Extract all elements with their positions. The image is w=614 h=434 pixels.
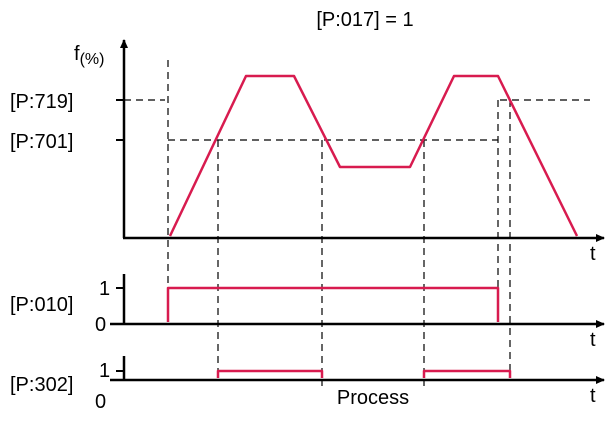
p302-signal-pulse-2 (422, 369, 512, 378)
p302-signal-pulse-1 (216, 369, 324, 378)
p010-signal (166, 286, 500, 322)
level-lines (124, 99, 590, 141)
p302-label: [P:302] (10, 374, 73, 396)
digital-plot-p010: [P:010] 1 0 t (10, 274, 605, 351)
p010-high-label: 1 (99, 278, 110, 300)
top-plot: f(%) [P:719] [P:701] t (10, 39, 605, 265)
p010-label: [P:010] (10, 294, 73, 316)
digital-plot-p302: [P:302] 1 0 t Process (10, 356, 605, 413)
p302-low-label: 0 (95, 391, 106, 413)
p302-x-label: t (590, 385, 596, 407)
frequency-curve (168, 74, 579, 237)
y-axis-unit: (%) (80, 51, 105, 68)
level-label-719: [P:719] (10, 91, 73, 113)
diagram-title: [P:017] = 1 (316, 9, 413, 31)
p302-high-label: 1 (99, 360, 110, 382)
p010-x-label: t (590, 329, 596, 351)
y-axis-label-f: f (74, 43, 80, 65)
level-label-701: [P:701] (10, 131, 73, 153)
p010-low-label: 0 (95, 314, 106, 336)
top-plot-x-label: t (590, 243, 596, 265)
y-axis-label: f(%) (74, 43, 104, 68)
process-label: Process (337, 387, 409, 409)
event-lines (167, 60, 511, 386)
